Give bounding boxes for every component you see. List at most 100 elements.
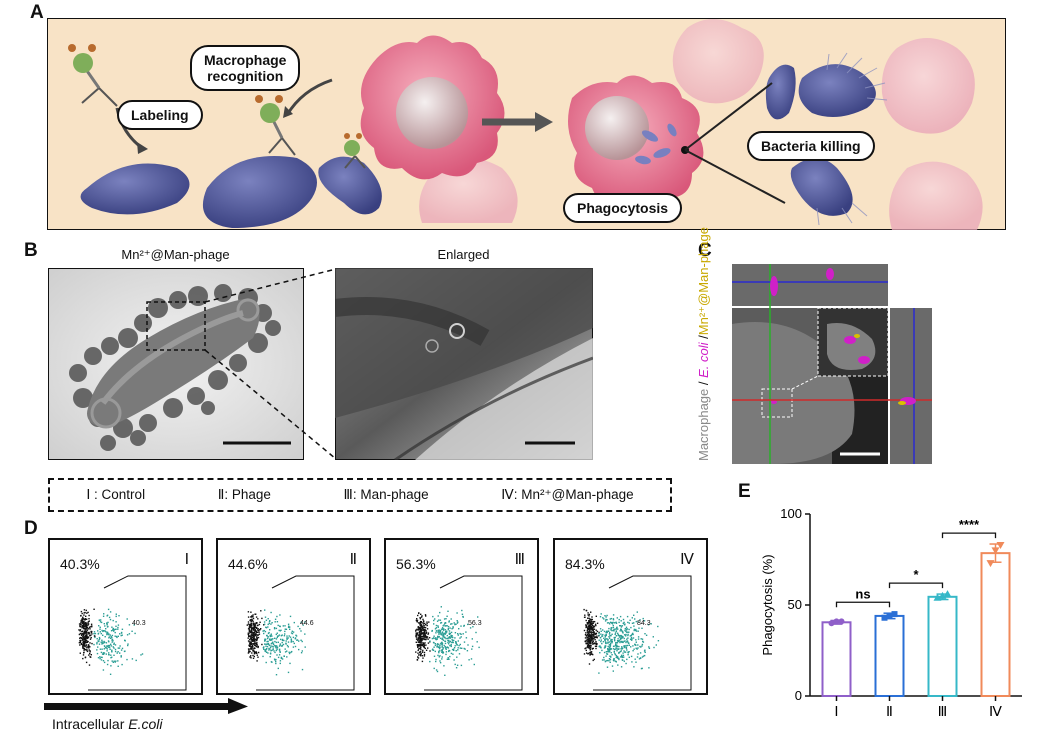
data-point [943,590,952,598]
data-point [933,593,942,601]
em-left-title: Mn²⁺@Man-phage [121,247,230,262]
legend-item-control: Ⅰ : Control [86,487,146,502]
data-point [881,614,888,621]
significance-label: * [913,567,919,582]
bacteria-killing-label: Bacteria killing [747,131,875,161]
tem-image-overview [48,268,304,460]
channel-ecoli: E. coli [696,342,711,378]
flow-scatter [246,575,355,691]
x-tick-label: Ⅳ [989,705,1002,720]
gate-polygon [424,575,523,691]
flow-scatter [415,575,523,691]
significance-bracket [835,601,891,608]
flow-percentage: 84.3% [565,556,605,572]
gate-polygon [593,575,692,691]
tem-image-enlarged [335,268,593,460]
data-point [828,620,835,627]
x-label-organism: E.coli [128,716,163,732]
gate-value: 84.3 [637,620,651,627]
bacteria-debris [816,52,888,226]
legend-item-phage: Ⅱ: Phage [217,487,271,502]
y-tick-label: 100 [780,506,802,521]
data-point [886,612,893,619]
legend-item-man-phage: Ⅲ: Man-phage [343,487,429,502]
group-legend: Ⅰ : Control Ⅱ: Phage Ⅲ: Man-phage Ⅳ: Mn²… [48,478,672,512]
separator: / [696,335,711,343]
gate-value: 44.6 [300,620,314,627]
channel-phage: Mn²⁺@Man-phage [696,227,711,336]
bar [927,595,958,697]
flow-plot-3: 56.3% Ⅲ 56.3 [384,538,539,695]
event-dots [583,608,660,674]
y-axis-label: Phagocytosis (%) [760,554,775,655]
gate-polygon [256,575,355,691]
legend-item-mn-man-phage: Ⅳ: Mn²⁺@Man-phage [501,487,634,502]
data-point [833,618,840,625]
bacterium [80,163,190,215]
data-point [986,560,995,568]
labeling-label: Labeling [117,100,203,130]
flow-percentage: 44.6% [228,556,268,572]
event-dots [78,608,144,675]
bar [874,614,905,697]
y-tick-label: 50 [788,597,802,612]
gate-value: 40.3 [132,620,146,627]
confocal-image [732,264,932,464]
flow-x-axis-label: Intracellular E.coli [52,716,163,732]
flow-plot-1: 40.3% Ⅰ 40.3 [48,538,203,695]
panel-letter-a: A [30,2,44,23]
flow-group-numeral: Ⅲ [514,552,525,568]
significance-bracket [888,582,944,589]
x-axis-arrow [44,698,248,714]
event-dots [415,606,480,676]
x-tick-label: Ⅲ [938,705,948,720]
data-point [938,591,947,599]
em-right-title: Enlarged [437,247,490,262]
flow-group-numeral: Ⅰ [184,552,189,568]
phage-particle [255,95,296,156]
confocal-channel-label: Macrophage / E. coli /Mn²⁺@Man-phage [696,227,712,461]
flow-percentage: 56.3% [396,556,436,572]
x-tick-label: Ⅰ [834,705,838,720]
flow-percentage: 40.3% [60,556,100,572]
macrophage-nucleus [585,96,649,160]
background-macrophage [672,19,764,104]
macrophage-recognition-label: Macrophage recognition [190,45,301,91]
flow-scatter [78,575,187,691]
flow-plot-4: 84.3% Ⅳ 84.3 [553,538,708,695]
data-point [991,547,1000,555]
significance-label: ns [855,586,870,601]
bacterium [765,64,796,120]
significance-bracket [941,532,997,539]
y-tick-label: 0 [795,688,802,703]
flow-group-numeral: Ⅳ [680,552,694,568]
bacterium [202,156,317,228]
background-macrophage [419,158,518,223]
event-dots [246,609,306,676]
flow-group-numeral: Ⅱ [349,552,357,568]
channel-macrophage: Macrophage [696,388,711,461]
data-point [891,611,898,618]
panel-letter-c: C [698,240,712,261]
phage-particle [68,44,118,107]
background-macrophage [881,38,975,134]
significance-label: **** [959,517,980,532]
x-label-prefix: Intracellular [52,716,129,732]
zoom-region-box [146,301,206,351]
panel-letter-d: D [24,518,38,539]
macrophage-nucleus [396,77,468,149]
flow-scatter [583,575,692,691]
engulfed-bacteria [635,123,677,165]
x-tick-label: Ⅱ [886,705,893,720]
gate-polygon [88,575,187,691]
bar [980,552,1011,697]
bar [821,621,852,697]
mechanism-illustration [47,18,1006,230]
phagocytosis-label: Phagocytosis [563,193,683,223]
gate-value: 56.3 [468,620,482,627]
data-point [838,618,845,625]
data-point [996,541,1005,549]
bacterium [798,64,876,117]
panel-letter-b: B [24,240,38,261]
